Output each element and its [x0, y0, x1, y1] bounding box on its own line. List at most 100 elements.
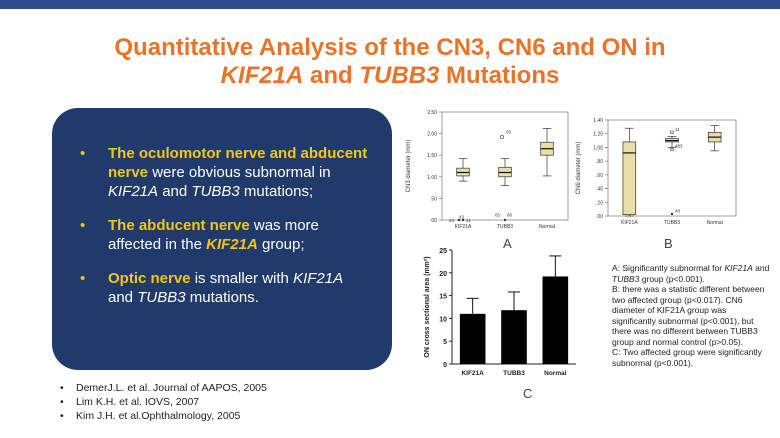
bullet-dot-icon: • [80, 145, 86, 162]
y-tick-label: 5 [443, 339, 447, 346]
bar [459, 313, 486, 364]
references: • DemerJ.L. et al. Journal of AAPOS, 2005… [60, 381, 267, 423]
y-tick-label: .40 [596, 187, 603, 193]
y-tick-label: .20 [596, 200, 603, 206]
title-gene-1: KIF21A [220, 62, 304, 89]
y-tick-label: 15 [439, 294, 447, 301]
reference-2: • Lim K.H. et al. IOVS, 2007 [60, 395, 267, 409]
reference-1: • DemerJ.L. et al. Journal of AAPOS, 2005 [60, 381, 267, 395]
reference-3: • Kim J.H. et al.Ophthalmology, 2005 [60, 409, 267, 423]
summary-box: • The oculomotor nerve and abducent nerve… [52, 108, 392, 370]
chart-c-on: 0 5 10 15 20 25 KIF21A TUBB3 Normal ON cross sect… [424, 248, 576, 377]
note-b: B: there was a statistic different betwe… [612, 284, 765, 347]
bullet-1: • The oculomotor nerve and abducent nerve… [80, 144, 370, 201]
y-tick-label: 0 [443, 362, 447, 369]
y-tick-label: .00 [596, 214, 603, 220]
x-tick-label: KIF21A [461, 370, 484, 377]
title-and: and [310, 62, 353, 89]
note-a-pre: A: Significantly subnormal for [612, 263, 725, 273]
bullet-3-text-2: and [108, 289, 138, 306]
y-tick-label: 2.50 [427, 110, 437, 116]
ref-dot-icon: • [60, 396, 64, 408]
y-axis-label: CN6 diameter (mm) [576, 142, 582, 195]
y-tick-label: 1.00 [593, 145, 603, 151]
y-tick-label: .00 [430, 218, 437, 224]
stats-note: A: Significantly subnormal for KIF21A an… [612, 263, 772, 368]
note-a-gene-1: KIF21A [724, 263, 753, 273]
bullet-2-text-2: group; [257, 236, 305, 253]
outlier-label: 41 [466, 218, 472, 223]
x-tick-label: Normal [539, 224, 555, 230]
y-axis-label: ON cross sectional area (mm²) [424, 256, 431, 357]
chart-a-cn3: 2.50 2.00 1.50 1.00 .50 .00 KIF21A TUBB3 Normal C… [406, 110, 569, 230]
bullet-3-text-3: mutations. [185, 289, 259, 306]
bullet-1-gene-1: KIF21A [108, 183, 159, 200]
title-line-1: Quantitative Analysis of the CN3, CN6 an… [114, 34, 666, 61]
note-a-end: group (p<0.001). [639, 273, 705, 284]
outlier-label: 65 [495, 213, 501, 218]
note-a-mid: and [752, 263, 770, 273]
bullet-1-text-2: and [158, 183, 192, 200]
outlier-point [670, 130, 674, 135]
bullet-dot-icon: • [80, 217, 86, 234]
outlier-label: 43 [459, 215, 465, 220]
plot-frame [607, 119, 737, 217]
y-tick-label: 1.50 [427, 153, 437, 159]
ref-dot-icon: • [60, 410, 64, 422]
box-body [622, 141, 637, 215]
x-tick-label: TUBB3 [503, 370, 525, 377]
x-tick-label: Normal [544, 370, 567, 377]
reference-2-text: Lim K.H. et al. IOVS, 2007 [76, 396, 200, 408]
top-bar [0, 0, 780, 9]
outlier-label: 44 [449, 218, 455, 223]
note-c: C: Two affected group were significantly… [612, 347, 762, 368]
bullet-dot-icon: • [80, 270, 86, 287]
y-tick-label: 1.40 [593, 118, 603, 124]
bar [542, 276, 569, 364]
y-tick-label: 10 [439, 316, 447, 323]
x-tick-label: KIF21A [621, 220, 638, 226]
outlier-label: 66 [507, 213, 513, 218]
y-tick-label: .80 [596, 159, 603, 165]
outlier-label: 48 [675, 209, 681, 214]
bullet-3-gene-1: KIF21A [293, 270, 344, 287]
bullet-2: • The abducent nerve was more affected in… [80, 216, 370, 254]
outlier-label: 483 [675, 143, 683, 148]
bullet-2-text-1: was more affected in the [108, 217, 319, 253]
y-tick-label: 2.00 [427, 132, 437, 138]
bullet-2-highlight: The abducent nerve [108, 217, 250, 234]
title-line-2: KIF21A and TUBB3 Mutations [60, 62, 720, 90]
bullet-1-text-1: were obvious subnormal in [148, 164, 331, 181]
outlier-label: 65 [506, 130, 512, 135]
x-tick-label: TUBB3 [497, 224, 513, 230]
y-tick-label: 1.20 [593, 132, 603, 138]
bullet-3-highlight: Optic nerve [108, 270, 191, 287]
outlier-point [457, 218, 461, 222]
slide-title: Quantitative Analysis of the CN3, CN6 an… [60, 34, 720, 90]
panel-label-a: A [503, 236, 512, 251]
outlier-point [503, 218, 507, 222]
outlier-point [670, 147, 674, 152]
panel-label-c: C [523, 386, 533, 401]
bullet-2-gene-1: KIF21A [206, 236, 258, 253]
note-a: A: Significantly subnormal for KIF21A an… [612, 263, 772, 284]
chart-b-cn6: 1.40 1.20 1.00 .80 .60 .40 .20 .00 KIF21A TUBB3 No… [576, 118, 737, 226]
bullet-1-text-3: mutations; [239, 183, 314, 200]
note-a-gene-2: TUBB3 [612, 273, 640, 284]
bullet-1-gene-2: TUBB3 [191, 183, 240, 200]
y-tick-label: 1.00 [427, 175, 437, 181]
y-tick-label: .60 [596, 173, 603, 179]
bullet-3-text-1: is smaller with [190, 270, 294, 287]
x-tick-label: TUBB3 [664, 220, 680, 226]
bar [501, 310, 527, 364]
bullet-1-highlight: The oculomotor nerve and abducent nerve [108, 145, 368, 181]
ref-dot-icon: • [60, 382, 64, 394]
y-tick-label: 20 [439, 271, 447, 278]
y-axis-label: CN3 diameter (mm) [406, 140, 412, 193]
outlier-point [500, 135, 504, 139]
panel-label-b: B [664, 236, 673, 251]
x-tick-label: Normal [707, 220, 723, 226]
bullet-3: • Optic nerve is smaller with KIF21A and … [80, 269, 370, 307]
reference-1-text: DemerJ.L. et al. Journal of AAPOS, 2005 [76, 382, 267, 394]
x-tick-label: KIF21A [455, 224, 472, 230]
